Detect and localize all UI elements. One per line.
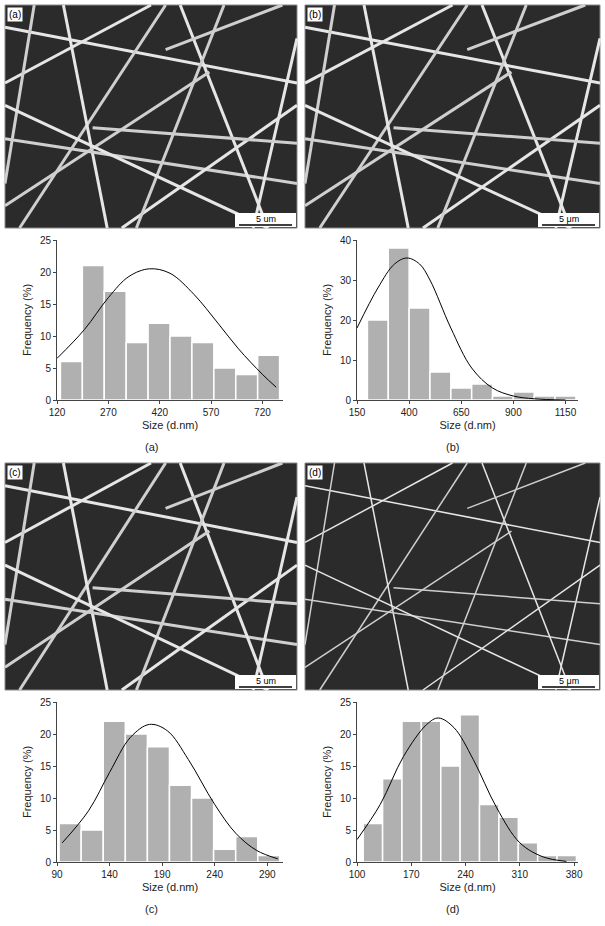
svg-text:Frequency (%): Frequency (%) [321,746,333,818]
svg-text:150: 150 [349,407,366,418]
svg-text:240: 240 [206,869,223,880]
svg-text:(d): (d) [446,903,459,915]
svg-text:1150: 1150 [555,407,577,418]
svg-text:(b): (b) [309,9,321,20]
svg-text:380: 380 [566,869,583,880]
svg-text:20: 20 [40,267,52,278]
svg-text:25: 25 [40,235,52,246]
svg-text:290: 290 [259,869,276,880]
svg-text:Frequency (%): Frequency (%) [21,284,33,356]
svg-text:Size (d.nm): Size (d.nm) [439,419,495,431]
svg-text:(a): (a) [9,9,21,20]
svg-text:170: 170 [403,869,420,880]
svg-text:5 um: 5 um [256,676,276,686]
svg-text:15: 15 [340,761,352,772]
svg-text:5 μm: 5 μm [559,214,579,224]
svg-text:310: 310 [511,869,528,880]
svg-text:(b): (b) [446,441,459,453]
svg-text:Size (d.nm): Size (d.nm) [439,881,495,893]
svg-text:Frequency (%): Frequency (%) [321,284,333,356]
svg-text:100: 100 [349,869,366,880]
svg-text:40: 40 [340,235,352,246]
svg-text:5 um: 5 um [256,214,276,224]
svg-text:20: 20 [340,315,352,326]
svg-text:25: 25 [340,697,352,708]
svg-text:(a): (a) [145,441,158,453]
svg-text:720: 720 [254,407,271,418]
svg-text:10: 10 [40,331,52,342]
svg-text:270: 270 [100,407,117,418]
svg-text:5 μm: 5 μm [559,676,579,686]
svg-text:15: 15 [40,761,52,772]
svg-text:140: 140 [101,869,118,880]
svg-text:420: 420 [151,407,168,418]
svg-text:Frequency (%): Frequency (%) [21,746,33,818]
svg-text:0: 0 [345,395,351,406]
svg-text:15: 15 [40,299,52,310]
svg-text:10: 10 [340,793,352,804]
svg-text:10: 10 [340,355,352,366]
svg-text:25: 25 [40,697,52,708]
svg-text:0: 0 [345,857,351,868]
svg-text:20: 20 [40,729,52,740]
svg-text:0: 0 [45,395,51,406]
svg-text:(c): (c) [145,903,158,915]
svg-text:(d): (d) [309,467,321,478]
svg-text:5: 5 [345,825,351,836]
svg-text:90: 90 [51,869,63,880]
svg-text:Size (d.nm): Size (d.nm) [142,881,198,893]
svg-text:570: 570 [203,407,220,418]
svg-text:(c): (c) [9,467,21,478]
svg-text:240: 240 [457,869,474,880]
svg-text:10: 10 [40,793,52,804]
svg-text:5: 5 [45,363,51,374]
svg-text:190: 190 [154,869,171,880]
svg-text:5: 5 [45,825,51,836]
svg-text:900: 900 [505,407,522,418]
svg-text:30: 30 [340,275,352,286]
svg-text:400: 400 [401,407,418,418]
svg-text:0: 0 [45,857,51,868]
svg-text:120: 120 [49,407,66,418]
svg-text:Size (d.nm): Size (d.nm) [142,419,198,431]
svg-text:20: 20 [340,729,352,740]
svg-text:650: 650 [453,407,470,418]
